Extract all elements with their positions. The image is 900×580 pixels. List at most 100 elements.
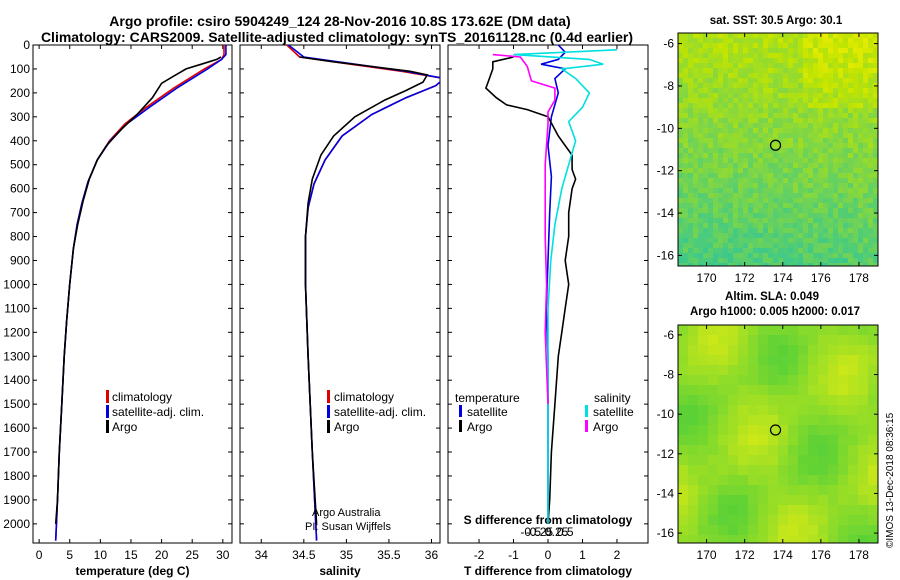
map-cell xyxy=(838,193,843,198)
map-cell xyxy=(728,263,733,266)
map-cell xyxy=(758,123,763,128)
map-cell xyxy=(853,73,858,78)
map-cell xyxy=(683,63,688,68)
map-cell xyxy=(798,238,803,243)
map-cell xyxy=(798,233,803,238)
map-cell xyxy=(783,103,788,108)
map-cell xyxy=(723,213,728,218)
map-cell xyxy=(718,98,723,103)
map-cell xyxy=(683,143,688,148)
map-cell xyxy=(798,83,803,88)
map-cell xyxy=(793,198,798,203)
map-cell xyxy=(708,208,713,213)
map-cell xyxy=(678,248,683,253)
map-cell xyxy=(678,325,688,335)
legend-swatch-climatology xyxy=(106,390,109,403)
map-cell xyxy=(743,103,748,108)
map-cell xyxy=(808,485,818,495)
map-cell xyxy=(713,248,718,253)
map-cell xyxy=(763,208,768,213)
map-cell xyxy=(848,253,853,258)
map-cell xyxy=(678,193,683,198)
map-cell xyxy=(718,233,723,238)
map-cell xyxy=(698,375,708,385)
map-cell xyxy=(863,113,868,118)
map-cell xyxy=(803,228,808,233)
map-cell xyxy=(763,263,768,266)
map-cell xyxy=(743,138,748,143)
map-cell xyxy=(858,188,863,193)
credit-line2: PI: Susan Wijffels xyxy=(305,521,391,533)
map-y-tick-label: -6 xyxy=(663,37,674,51)
map-cell xyxy=(843,253,848,258)
map-cell xyxy=(868,425,878,435)
map-y-tick-label: -10 xyxy=(657,121,675,135)
map-cell xyxy=(823,143,828,148)
map-cell xyxy=(873,203,878,208)
map-cell xyxy=(863,128,868,133)
map-cell xyxy=(818,213,823,218)
map-cell xyxy=(798,133,803,138)
map-cell xyxy=(708,98,713,103)
map-cell xyxy=(703,198,708,203)
map-cell xyxy=(758,193,763,198)
map-cell xyxy=(853,133,858,138)
map-cell xyxy=(763,128,768,133)
map-cell xyxy=(768,375,778,385)
series-line-t-satellite xyxy=(540,45,567,524)
map-cell xyxy=(833,158,838,163)
map-cell xyxy=(703,188,708,193)
map-cell xyxy=(773,108,778,113)
map-cell xyxy=(703,38,708,43)
map-cell xyxy=(828,33,833,38)
map-cell xyxy=(843,223,848,228)
map-cell xyxy=(748,173,753,178)
map-cell xyxy=(698,345,708,355)
map-cell xyxy=(693,48,698,53)
map-cell xyxy=(693,148,698,153)
map-cell xyxy=(838,455,848,465)
map-cell xyxy=(678,405,688,415)
map-cell xyxy=(833,128,838,133)
map-cell xyxy=(828,148,833,153)
map-cell xyxy=(678,445,688,455)
map-cell xyxy=(863,98,868,103)
map-cell xyxy=(843,133,848,138)
map-cell xyxy=(723,53,728,58)
map-cell xyxy=(738,63,743,68)
map-cell xyxy=(708,385,718,395)
argo-position-marker xyxy=(769,139,782,151)
map-cell xyxy=(868,233,873,238)
figure-title-line1: Argo profile: csiro 5904249_124 28-Nov-2… xyxy=(109,13,570,29)
map-cell xyxy=(678,133,683,138)
map-cell xyxy=(698,505,708,515)
map-cell xyxy=(778,263,783,266)
map-cell xyxy=(713,88,718,93)
map-cell xyxy=(873,178,878,183)
map-cell xyxy=(788,395,798,405)
map-cell xyxy=(828,103,833,108)
map-cell xyxy=(688,173,693,178)
map-cell xyxy=(848,193,853,198)
s-top-tick-label: -0.25 xyxy=(526,525,554,539)
map-cell xyxy=(748,243,753,248)
map-cell xyxy=(818,203,823,208)
map-cell xyxy=(683,118,688,123)
map-cell xyxy=(738,415,748,425)
map-cell xyxy=(788,375,798,385)
map-cell xyxy=(803,98,808,103)
map-cell xyxy=(853,148,858,153)
map-cell xyxy=(713,208,718,213)
map-cell xyxy=(858,158,863,163)
map-cell xyxy=(818,485,828,495)
map-cell xyxy=(858,48,863,53)
map-cell xyxy=(768,258,773,263)
map-cell xyxy=(868,485,878,495)
map-cell xyxy=(703,193,708,198)
map-cell xyxy=(743,163,748,168)
map-cell xyxy=(768,138,773,143)
map-cell xyxy=(828,228,833,233)
map-cell xyxy=(773,88,778,93)
map-cell xyxy=(703,163,708,168)
map-cell xyxy=(793,203,798,208)
